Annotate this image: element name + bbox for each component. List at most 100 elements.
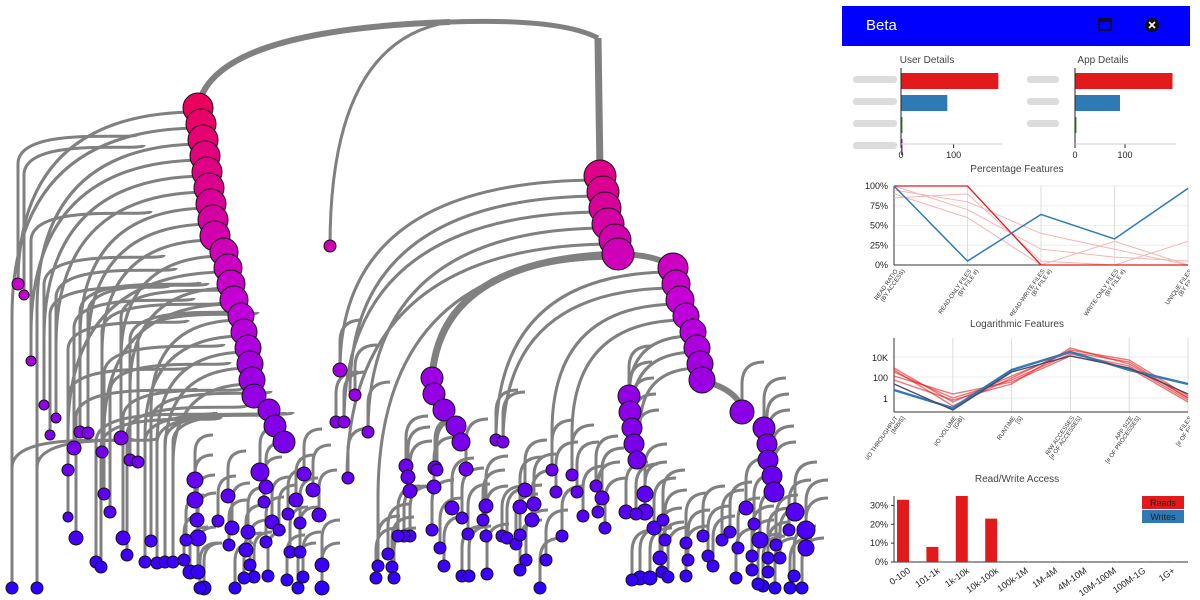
tree-node[interactable]: [113, 430, 129, 446]
tree-node[interactable]: [679, 536, 693, 550]
tree-node[interactable]: [296, 466, 312, 482]
tree-node[interactable]: [696, 529, 710, 543]
tree-node[interactable]: [451, 432, 471, 452]
tree-node[interactable]: [62, 511, 74, 523]
panel-titlebar[interactable]: Beta: [842, 6, 1190, 46]
tree-node[interactable]: [636, 485, 654, 503]
tree-node[interactable]: [625, 573, 639, 587]
tree-node[interactable]: [179, 533, 193, 547]
tree-node[interactable]: [250, 462, 270, 482]
tree-node[interactable]: [68, 530, 84, 546]
tree-node[interactable]: [729, 399, 755, 425]
tree-node[interactable]: [61, 463, 75, 477]
tree-node[interactable]: [729, 571, 743, 585]
tree-node[interactable]: [341, 471, 355, 485]
tree-node[interactable]: [222, 538, 236, 552]
tree-node[interactable]: [545, 463, 559, 477]
tree-node[interactable]: [476, 513, 490, 527]
tree-node[interactable]: [751, 577, 765, 591]
tree-node[interactable]: [305, 482, 321, 498]
tree-node[interactable]: [66, 440, 82, 456]
tree-node[interactable]: [281, 507, 295, 521]
tree-node[interactable]: [601, 237, 635, 271]
tree-node[interactable]: [314, 580, 330, 596]
tree-node[interactable]: [189, 529, 207, 547]
tree-node[interactable]: [291, 581, 305, 595]
tree-node[interactable]: [763, 481, 785, 503]
detail-bar[interactable]: [1075, 95, 1120, 111]
tree-node[interactable]: [555, 529, 569, 543]
tree-node[interactable]: [11, 277, 25, 291]
tree-node[interactable]: [652, 550, 668, 566]
tree-node[interactable]: [323, 239, 337, 253]
tree-node[interactable]: [519, 553, 533, 567]
rw-bar-writes[interactable]: [968, 562, 970, 563]
rw-bar-reads[interactable]: [897, 499, 909, 562]
tree-node[interactable]: [293, 516, 307, 530]
tree-node[interactable]: [688, 366, 716, 394]
detail-bar[interactable]: [901, 95, 948, 111]
tree-node[interactable]: [103, 505, 117, 519]
percentage-features-chart[interactable]: 100%75%50%25%0%READ RATIO(BY ACCESS) READ…: [842, 176, 1190, 316]
tree-node[interactable]: [38, 399, 50, 411]
tree-node[interactable]: [513, 563, 527, 577]
tree-node[interactable]: [594, 490, 610, 506]
tree-node[interactable]: [444, 500, 460, 516]
tree-node[interactable]: [193, 581, 207, 595]
tree-node[interactable]: [747, 517, 761, 531]
tree-node[interactable]: [224, 520, 240, 536]
tree-node[interactable]: [189, 512, 205, 528]
tree-node[interactable]: [314, 557, 330, 573]
tree-node[interactable]: [30, 581, 44, 595]
tree-node[interactable]: [5, 581, 19, 595]
tree-node[interactable]: [288, 492, 304, 508]
tree-node[interactable]: [138, 555, 152, 569]
tree-node[interactable]: [430, 463, 444, 477]
tree-node[interactable]: [797, 539, 815, 557]
tree-node[interactable]: [177, 553, 191, 567]
detail-bar[interactable]: [1075, 73, 1173, 89]
tree-node[interactable]: [480, 567, 494, 581]
tree-node[interactable]: [243, 558, 257, 572]
tree-node[interactable]: [679, 569, 693, 583]
tree-node[interactable]: [293, 545, 307, 559]
rw-bar-writes[interactable]: [1174, 562, 1176, 563]
tree-node[interactable]: [337, 415, 351, 429]
rw-bar-reads[interactable]: [926, 546, 939, 562]
tree-node[interactable]: [458, 461, 474, 477]
tree-node[interactable]: [190, 564, 206, 580]
tree-node[interactable]: [646, 520, 662, 536]
tree-node[interactable]: [437, 559, 451, 573]
tree-node[interactable]: [257, 495, 271, 509]
tree-node[interactable]: [426, 479, 442, 495]
tree-node[interactable]: [240, 524, 256, 540]
tree-node[interactable]: [131, 455, 145, 469]
tree-node[interactable]: [658, 533, 672, 547]
tree-node[interactable]: [461, 527, 475, 541]
tree-node[interactable]: [425, 523, 439, 537]
tree-node[interactable]: [513, 528, 527, 542]
tree-node[interactable]: [598, 521, 612, 535]
tree-node[interactable]: [211, 514, 225, 528]
tree-node[interactable]: [296, 570, 310, 584]
tree-node[interactable]: [371, 559, 385, 573]
tree-node[interactable]: [629, 507, 643, 521]
tree-node[interactable]: [387, 571, 401, 585]
tree-node[interactable]: [432, 398, 456, 422]
read-write-access-chart[interactable]: 30%20%10%0%0-100 101-1k 1k-10k10k-100k100k…: [842, 486, 1190, 600]
tree-node[interactable]: [524, 512, 540, 528]
tree-node[interactable]: [400, 469, 416, 485]
tree-node[interactable]: [751, 531, 769, 549]
tree-node[interactable]: [97, 487, 111, 501]
tree-node[interactable]: [44, 429, 56, 441]
tree-node[interactable]: [228, 581, 242, 595]
tree-node[interactable]: [681, 553, 695, 567]
rw-bar-writes[interactable]: [910, 562, 911, 563]
rw-bar-reads[interactable]: [985, 518, 998, 562]
tree-node[interactable]: [539, 553, 553, 567]
tree-node[interactable]: [272, 430, 296, 454]
detail-bar[interactable]: [901, 117, 903, 133]
rw-bar-writes[interactable]: [1057, 562, 1058, 563]
tree-node[interactable]: [95, 445, 109, 459]
